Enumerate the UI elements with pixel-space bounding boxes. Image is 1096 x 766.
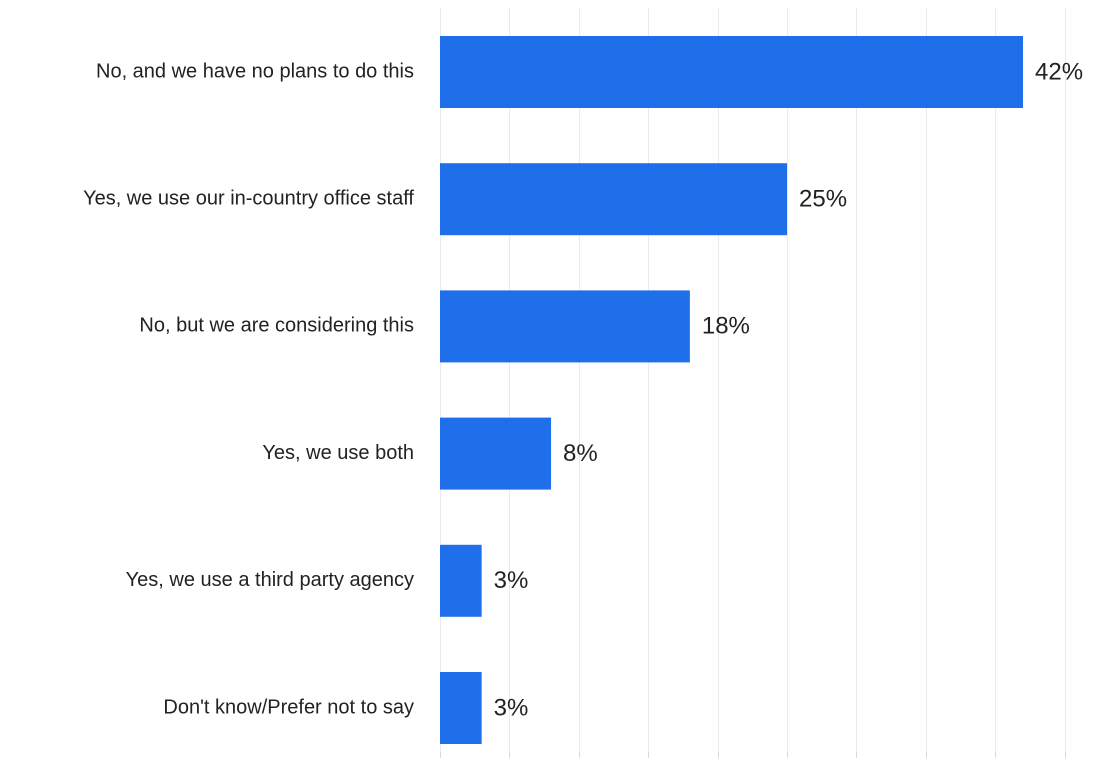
category-label: No, and we have no plans to do this [96, 60, 414, 82]
bar [440, 544, 482, 617]
value-label: 3% [494, 694, 529, 721]
category-label: Don't know/Prefer not to say [163, 696, 414, 718]
value-label: 25% [799, 186, 847, 213]
labels: No, and we have no plans to do this 42% Ye… [83, 58, 1083, 721]
value-label: 3% [494, 567, 529, 594]
value-label: 8% [563, 440, 598, 467]
bar [440, 163, 788, 236]
bar [440, 417, 552, 490]
category-label: Yes, we use a third party agency [126, 569, 414, 591]
bar [440, 672, 482, 744]
gridlines [440, 8, 1066, 758]
bar [440, 290, 690, 363]
value-label: 42% [1035, 58, 1083, 85]
bar [440, 36, 1023, 108]
category-label: No, but we are considering this [139, 315, 414, 337]
bars [440, 36, 1023, 744]
category-label: Yes, we use our in-country office staff [83, 187, 414, 209]
category-label: Yes, we use both [262, 442, 414, 464]
value-label: 18% [702, 313, 750, 340]
